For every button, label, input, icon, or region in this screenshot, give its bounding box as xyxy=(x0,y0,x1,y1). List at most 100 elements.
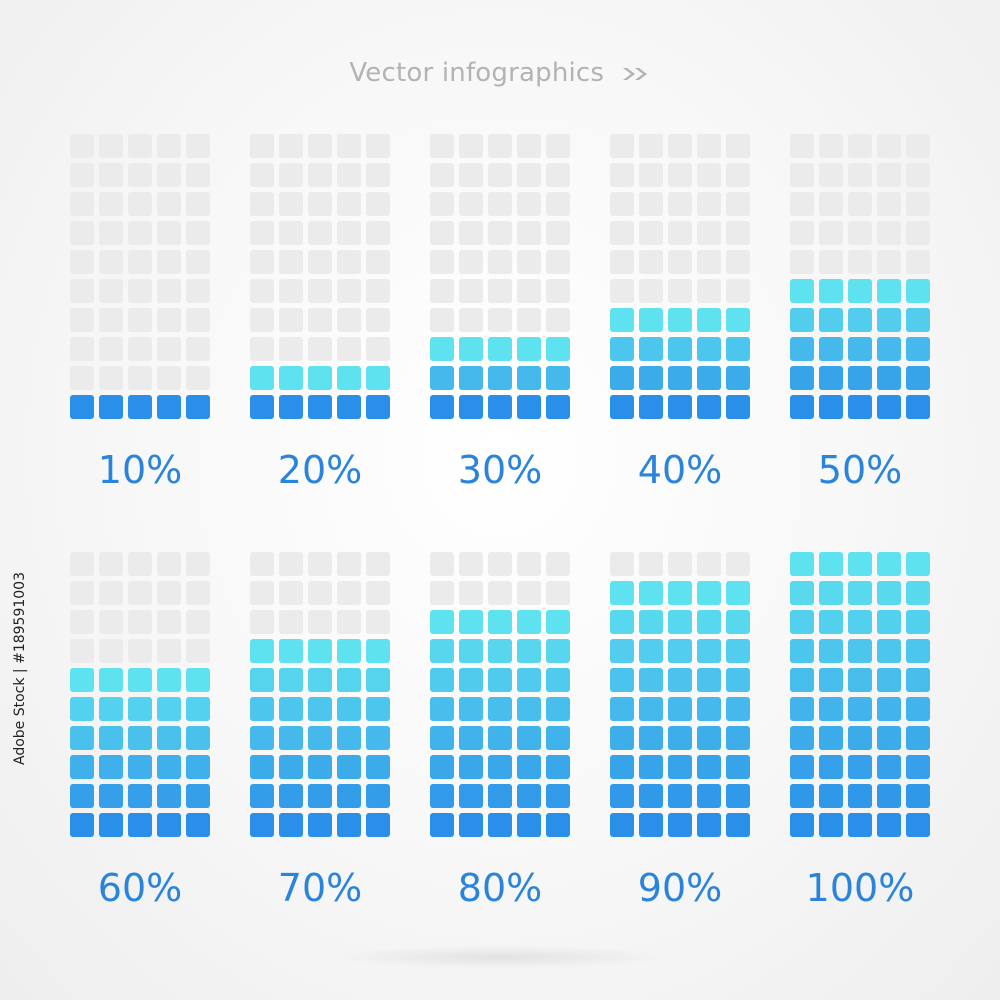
filled-cell xyxy=(726,726,750,750)
empty-cell xyxy=(546,163,570,187)
header-title: Vector infographics xyxy=(0,58,1000,89)
empty-cell xyxy=(99,221,123,245)
empty-cell xyxy=(366,250,390,274)
filled-cell xyxy=(819,337,843,361)
filled-cell xyxy=(906,697,930,721)
filled-cell xyxy=(877,668,901,692)
filled-cell xyxy=(517,813,541,837)
empty-cell xyxy=(157,366,181,390)
empty-cell xyxy=(819,221,843,245)
filled-cell xyxy=(308,726,332,750)
empty-cell xyxy=(128,552,152,576)
empty-cell xyxy=(459,250,483,274)
empty-cell xyxy=(366,134,390,158)
filled-cell xyxy=(546,813,570,837)
empty-cell xyxy=(546,308,570,332)
empty-cell xyxy=(157,639,181,663)
filled-cell xyxy=(726,639,750,663)
filled-cell xyxy=(366,813,390,837)
filled-cell xyxy=(488,366,512,390)
filled-cell xyxy=(128,668,152,692)
filled-cell xyxy=(790,668,814,692)
empty-cell xyxy=(279,134,303,158)
empty-cell xyxy=(488,250,512,274)
filled-cell xyxy=(819,784,843,808)
filled-cell xyxy=(639,726,663,750)
filled-cell xyxy=(668,697,692,721)
filled-cell xyxy=(790,337,814,361)
filled-cell xyxy=(488,784,512,808)
filled-cell xyxy=(517,639,541,663)
empty-cell xyxy=(459,308,483,332)
filled-cell xyxy=(877,726,901,750)
filled-cell xyxy=(906,610,930,634)
filled-cell xyxy=(250,639,274,663)
filled-cell xyxy=(610,813,634,837)
meter-cells xyxy=(70,134,210,419)
empty-cell xyxy=(337,163,361,187)
empty-cell xyxy=(99,337,123,361)
empty-cell xyxy=(186,366,210,390)
filled-cell xyxy=(70,784,94,808)
empty-cell xyxy=(668,250,692,274)
filled-cell xyxy=(459,726,483,750)
filled-cell xyxy=(517,726,541,750)
filled-cell xyxy=(366,755,390,779)
empty-cell xyxy=(99,581,123,605)
empty-cell xyxy=(517,163,541,187)
filled-cell xyxy=(157,755,181,779)
empty-cell xyxy=(250,134,274,158)
empty-cell xyxy=(430,279,454,303)
filled-cell xyxy=(430,395,454,419)
empty-cell xyxy=(819,192,843,216)
filled-cell xyxy=(906,668,930,692)
double-chevron-right-icon xyxy=(621,59,651,89)
empty-cell xyxy=(157,163,181,187)
filled-cell xyxy=(668,784,692,808)
filled-cell xyxy=(250,755,274,779)
filled-cell xyxy=(877,639,901,663)
empty-cell xyxy=(488,279,512,303)
filled-cell xyxy=(517,366,541,390)
meter-label: 70% xyxy=(277,866,363,910)
empty-cell xyxy=(546,134,570,158)
filled-cell xyxy=(819,366,843,390)
meter-90: 90% xyxy=(610,552,750,910)
empty-cell xyxy=(610,163,634,187)
filled-cell xyxy=(337,395,361,419)
filled-cell xyxy=(70,668,94,692)
empty-cell xyxy=(430,308,454,332)
filled-cell xyxy=(819,581,843,605)
empty-cell xyxy=(128,221,152,245)
empty-cell xyxy=(366,581,390,605)
meter-label: 80% xyxy=(457,866,543,910)
filled-cell xyxy=(906,366,930,390)
empty-cell xyxy=(819,134,843,158)
filled-cell xyxy=(279,395,303,419)
filled-cell xyxy=(70,697,94,721)
filled-cell xyxy=(546,697,570,721)
empty-cell xyxy=(308,134,332,158)
filled-cell xyxy=(848,639,872,663)
empty-cell xyxy=(906,192,930,216)
empty-cell xyxy=(848,192,872,216)
empty-cell xyxy=(337,552,361,576)
empty-cell xyxy=(128,134,152,158)
empty-cell xyxy=(250,610,274,634)
empty-cell xyxy=(99,250,123,274)
filled-cell xyxy=(790,366,814,390)
filled-cell xyxy=(697,581,721,605)
filled-cell xyxy=(250,697,274,721)
empty-cell xyxy=(308,610,332,634)
filled-cell xyxy=(790,697,814,721)
filled-cell xyxy=(366,668,390,692)
empty-cell xyxy=(610,279,634,303)
filled-cell xyxy=(790,308,814,332)
filled-cell xyxy=(790,279,814,303)
empty-cell xyxy=(697,192,721,216)
empty-cell xyxy=(99,366,123,390)
filled-cell xyxy=(99,784,123,808)
empty-cell xyxy=(186,581,210,605)
filled-cell xyxy=(517,697,541,721)
empty-cell xyxy=(128,639,152,663)
